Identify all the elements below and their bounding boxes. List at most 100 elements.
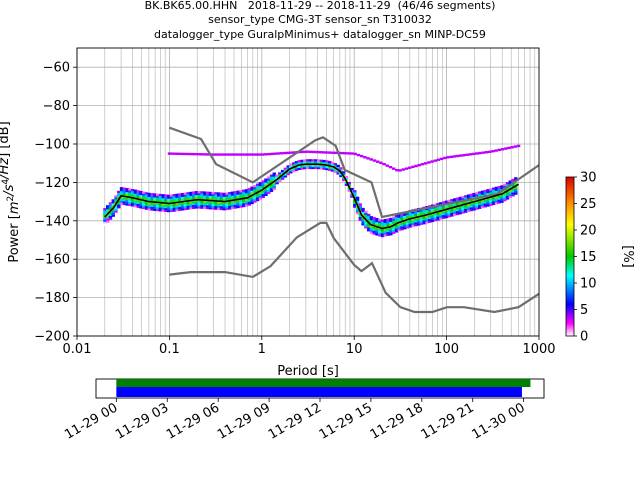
timeline-bar-bottom — [116, 387, 522, 397]
psd-cell — [364, 216, 368, 219]
psd-cell — [161, 207, 165, 210]
psd-cell — [503, 197, 507, 200]
psd-cell — [194, 191, 199, 194]
y-axis-label-part: /Hz — [0, 157, 12, 180]
psd-band-cell — [484, 151, 489, 154]
psd-cell — [125, 201, 129, 204]
psd-cell — [408, 221, 413, 224]
psd-cell — [508, 195, 512, 199]
psd-cell — [247, 197, 251, 200]
psd-cell — [122, 189, 127, 192]
psd-band-cell — [430, 160, 434, 163]
psd-cell — [242, 199, 246, 202]
mean-psd-line — [104, 163, 519, 230]
psd-cell — [178, 202, 182, 206]
psd-cell — [514, 182, 518, 186]
y-tick-label: −200 — [34, 330, 70, 345]
psd-cell — [447, 213, 451, 216]
psd-cell — [183, 205, 188, 209]
psd-band-cell — [219, 153, 223, 156]
psd-cell — [275, 182, 279, 185]
psd-cell — [250, 201, 254, 205]
y-axis-label-part: m — [7, 201, 22, 214]
psd-cell — [261, 190, 265, 193]
psd-cell — [453, 200, 457, 203]
psd-cell — [255, 187, 260, 190]
psd-band-cell — [244, 153, 249, 156]
psd-cell — [233, 196, 238, 200]
psd-cell — [222, 192, 227, 195]
psd-cell — [464, 200, 468, 204]
chart-title-line-3: datalogger_type GuralpMinimus+ datalogge… — [154, 28, 486, 41]
psd-cell — [180, 198, 185, 201]
psd-cell — [433, 203, 438, 206]
psd-cell — [267, 176, 271, 179]
psd-cell — [391, 222, 396, 225]
psd-cell — [372, 218, 376, 222]
psd-cell — [108, 213, 113, 216]
psd-cell — [142, 191, 146, 194]
psd-band-cell — [481, 151, 486, 154]
psd-cell — [130, 202, 135, 205]
chart-title-line-2: sensor_type CMG-3T sensor_sn T310032 — [208, 13, 432, 26]
psd-cell — [244, 194, 249, 198]
psd-cell — [164, 209, 168, 212]
psd-cell — [364, 210, 368, 214]
psd-cell — [228, 195, 232, 199]
psd-cell — [294, 161, 299, 164]
psd-cell — [297, 167, 301, 170]
psd-cell — [300, 167, 304, 170]
psd-cell — [183, 207, 188, 211]
psd-cell — [461, 201, 465, 204]
psd-cell — [453, 209, 457, 212]
psd-band-cell — [395, 168, 399, 172]
psd-cell — [155, 193, 160, 196]
psd-cell — [316, 165, 321, 168]
psd-cell — [133, 191, 138, 194]
psd-cell — [475, 203, 479, 206]
psd-cell — [464, 204, 468, 208]
psd-cell — [275, 180, 279, 183]
psd-cell — [275, 174, 279, 177]
psd-cell — [225, 202, 229, 205]
psd-cell — [441, 214, 446, 218]
colorbar: 0 5 10 15 20 25 30 [%] — [565, 171, 635, 345]
psd-cell — [303, 165, 307, 168]
psd-cell — [366, 213, 371, 217]
psd-cell — [214, 207, 218, 210]
psd-band-cell — [363, 156, 367, 159]
psd-cell — [244, 189, 249, 192]
psd-cell — [494, 186, 499, 189]
psd-cell — [380, 233, 385, 236]
psd-cell — [486, 202, 490, 205]
psd-cell — [250, 196, 254, 199]
psd-cell — [194, 200, 199, 203]
psd-cell — [469, 195, 474, 198]
psd-cell — [475, 201, 479, 204]
psd-cell — [144, 207, 149, 210]
psd-cell — [194, 192, 199, 196]
psd-cell — [128, 190, 132, 193]
psd-cell — [155, 208, 160, 212]
psd-cell — [486, 189, 490, 192]
psd-band-cell — [257, 153, 261, 156]
psd-cell — [147, 192, 152, 196]
psd-cell — [122, 201, 127, 204]
psd-cell — [219, 198, 224, 201]
psd-cell — [497, 199, 501, 202]
psd-cell — [311, 164, 315, 168]
psd-cell — [111, 199, 115, 202]
psd-band-cell — [267, 152, 271, 156]
psd-cell — [508, 190, 512, 193]
psd-cell — [403, 213, 407, 216]
psd-cell — [208, 207, 213, 210]
psd-cell — [478, 204, 482, 208]
psd-cell — [114, 210, 118, 213]
psd-cell — [211, 207, 215, 210]
psd-cell — [355, 212, 360, 215]
psd-cell — [314, 161, 318, 164]
psd-cell — [164, 204, 168, 207]
psd-cell — [386, 220, 390, 223]
psd-cell — [366, 229, 371, 232]
psd-cell — [211, 195, 215, 199]
